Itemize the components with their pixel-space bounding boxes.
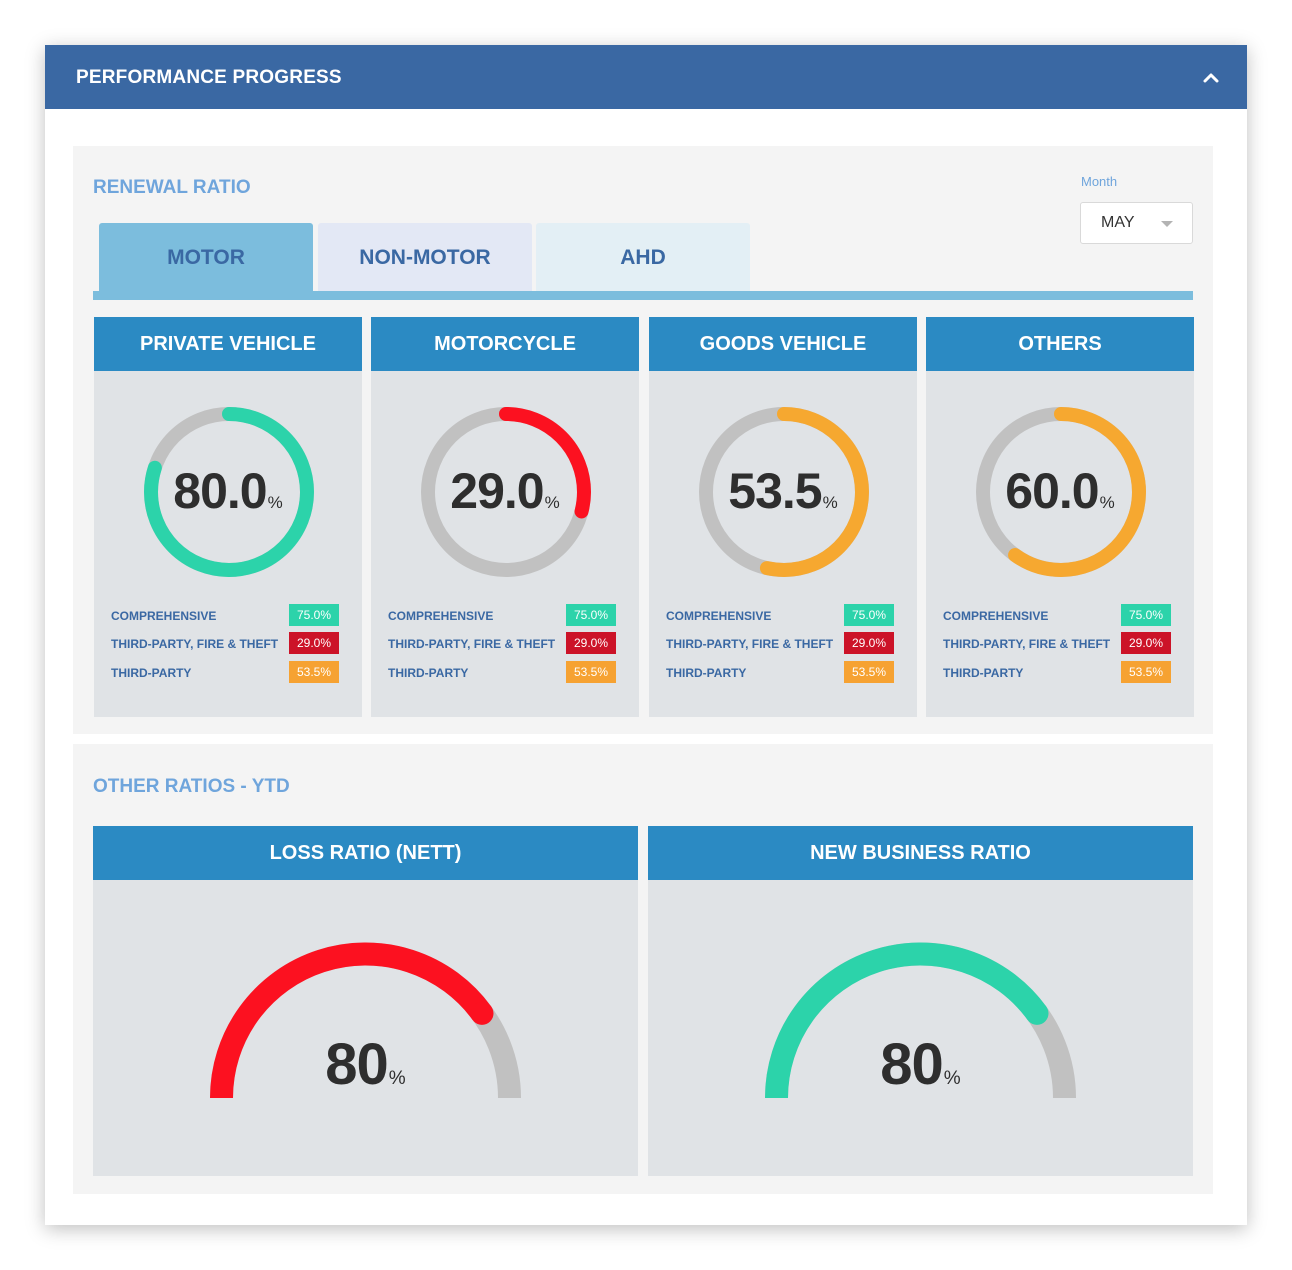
breakdown-badge: 53.5%: [566, 661, 616, 683]
breakdown-badge: 75.0%: [844, 604, 894, 626]
breakdown-badge: 29.0%: [566, 632, 616, 654]
other-ratios-section: OTHER RATIOS - YTD LOSS RATIO (NETT) 80% N…: [73, 744, 1213, 1194]
gauge-arc-cap: [1025, 1001, 1049, 1025]
month-select[interactable]: MAY: [1080, 202, 1193, 244]
breakdown-badge: 75.0%: [289, 604, 339, 626]
breakdown-label: THIRD-PARTY: [943, 666, 1024, 680]
breakdown-label: COMPREHENSIVE: [388, 609, 494, 623]
card-title: MOTORCYCLE: [371, 317, 639, 371]
breakdown-label: THIRD-PARTY, FIRE & THEFT: [666, 637, 834, 651]
percent-sign: %: [388, 1068, 406, 1089]
donut-value: 60.0%: [926, 462, 1194, 520]
gauge-card: NEW BUSINESS RATIO 80%: [648, 826, 1193, 1176]
month-label: Month: [1081, 174, 1118, 189]
percent-sign: %: [544, 493, 560, 512]
breakdown-label: THIRD-PARTY, FIRE & THEFT: [388, 637, 556, 651]
percent-sign: %: [943, 1068, 961, 1089]
donut-number: 80.0: [173, 463, 267, 519]
donut-chart: [421, 407, 591, 577]
card-title: GOODS VEHICLE: [649, 317, 917, 371]
gauge-number: 80: [325, 1032, 389, 1097]
gauge-arc: [765, 942, 1047, 1099]
renewal-ratio-section: RENEWAL RATIO Month MAY MOTOR NON-MOTOR …: [73, 146, 1213, 734]
breakdown-badge: 29.0%: [289, 632, 339, 654]
donut-value: 80.0%: [94, 462, 362, 520]
donut-chart: [976, 407, 1146, 577]
tab-non-motor[interactable]: NON-MOTOR: [318, 223, 532, 291]
gauge-value: 80%: [648, 1031, 1193, 1098]
breakdown-badge: 75.0%: [566, 604, 616, 626]
donut-number: 60.0: [1005, 463, 1099, 519]
section-title-renewal: RENEWAL RATIO: [93, 177, 251, 198]
percent-sign: %: [1099, 493, 1115, 512]
month-value: MAY: [1101, 214, 1135, 231]
donut-arc: [699, 407, 869, 577]
gauge-value: 80%: [93, 1031, 638, 1098]
donut-number: 53.5: [728, 463, 822, 519]
breakdown-badge: 53.5%: [844, 661, 894, 683]
percent-sign: %: [822, 493, 838, 512]
breakdown-label: THIRD-PARTY: [388, 666, 469, 680]
tab-motor[interactable]: MOTOR: [99, 223, 313, 291]
breakdown-label: THIRD-PARTY: [666, 666, 747, 680]
gauge-arc-cap: [470, 1001, 494, 1025]
breakdown-badge: 53.5%: [289, 661, 339, 683]
breakdown-badge: 29.0%: [1121, 632, 1171, 654]
donut-chart: [144, 407, 314, 577]
gauge-chart: [210, 942, 521, 1099]
ratio-card: OTHERS 60.0% COMPREHENSIVE 75.0% THIRD-PARTY…: [926, 317, 1194, 717]
panel-title: PERFORMANCE PROGRESS: [76, 67, 342, 88]
gauge-chart: [765, 942, 1076, 1099]
gauge-title: LOSS RATIO (NETT): [93, 826, 638, 880]
panel-header[interactable]: PERFORMANCE PROGRESS: [45, 45, 1247, 109]
ratio-card: MOTORCYCLE 29.0% COMPREHENSIVE 75.0% THIRD-P…: [371, 317, 639, 717]
ratio-card: PRIVATE VEHICLE 80.0% COMPREHENSIVE 75.0% TH…: [94, 317, 362, 717]
gauge-arc: [210, 942, 492, 1099]
gauge-number: 80: [880, 1032, 944, 1097]
breakdown-badge: 29.0%: [844, 632, 894, 654]
card-title: OTHERS: [926, 317, 1194, 371]
chevron-down-icon: [1161, 221, 1173, 227]
breakdown-badge: 75.0%: [1121, 604, 1171, 626]
donut-value: 29.0%: [371, 462, 639, 520]
section-title-other: OTHER RATIOS - YTD: [93, 776, 290, 797]
breakdown-label: COMPREHENSIVE: [943, 609, 1049, 623]
gauge-title: NEW BUSINESS RATIO: [648, 826, 1193, 880]
donut-value: 53.5%: [649, 462, 917, 520]
donut-arc: [976, 407, 1146, 577]
ratio-card: GOODS VEHICLE 53.5% COMPREHENSIVE 75.0% THIR…: [649, 317, 917, 717]
card-title: PRIVATE VEHICLE: [94, 317, 362, 371]
donut-number: 29.0: [450, 463, 544, 519]
chevron-up-icon[interactable]: [1201, 68, 1221, 88]
tab-underline: [93, 291, 1193, 300]
tab-ahd[interactable]: AHD: [536, 223, 750, 291]
donut-arc: [144, 407, 314, 577]
breakdown-label: THIRD-PARTY, FIRE & THEFT: [943, 637, 1111, 651]
breakdown-label: COMPREHENSIVE: [666, 609, 772, 623]
breakdown-badge: 53.5%: [1121, 661, 1171, 683]
donut-chart: [699, 407, 869, 577]
breakdown-label: THIRD-PARTY, FIRE & THEFT: [111, 637, 279, 651]
gauge-card: LOSS RATIO (NETT) 80%: [93, 826, 638, 1176]
donut-arc: [421, 407, 591, 577]
breakdown-label: THIRD-PARTY: [111, 666, 192, 680]
performance-panel: PERFORMANCE PROGRESS RENEWAL RATIO Month…: [45, 45, 1247, 1225]
breakdown-label: COMPREHENSIVE: [111, 609, 217, 623]
percent-sign: %: [267, 493, 283, 512]
